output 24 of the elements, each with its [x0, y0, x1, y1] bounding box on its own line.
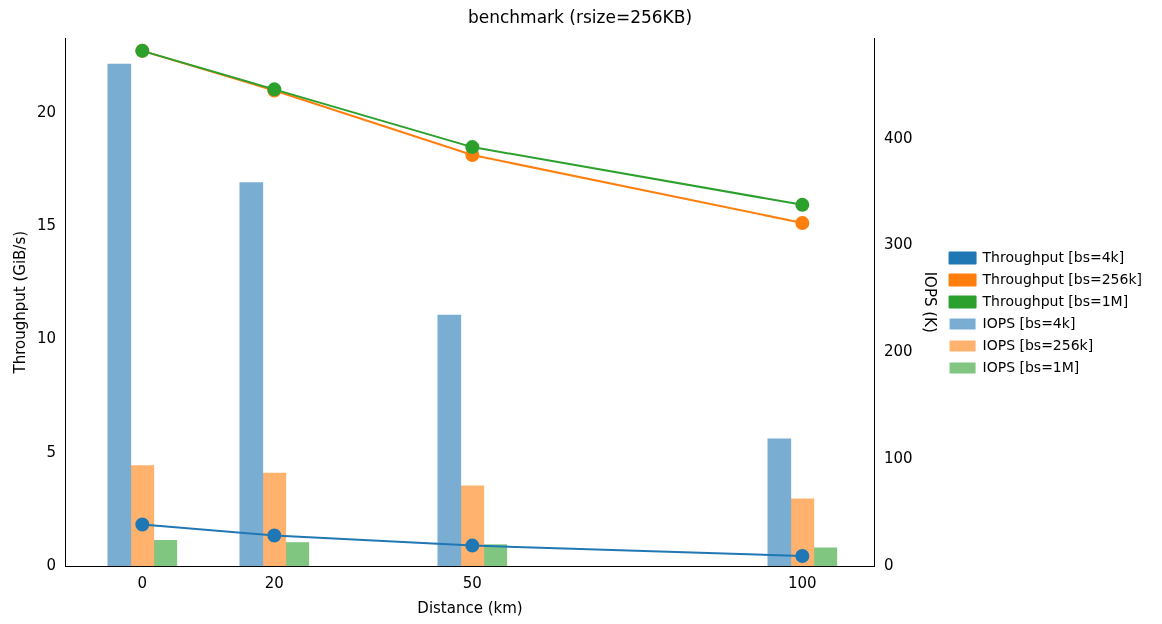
y2-tick-label: 200	[883, 342, 913, 361]
x-tick-label: 50	[462, 573, 482, 592]
x-axis-title: Distance (km)	[417, 598, 523, 617]
x-tick-label: 100	[788, 573, 817, 592]
y2-tick-label: 100	[883, 449, 913, 468]
y-tick-label: 5	[46, 442, 57, 461]
y-tick-label: 10	[36, 329, 57, 348]
legend-label: IOPS [bs=4k]	[982, 314, 1076, 331]
y-tick-label: 15	[36, 216, 57, 235]
y2-axis-title: IOPS (K)	[920, 271, 939, 333]
legend-label: Throughput [bs=1M]	[981, 292, 1129, 309]
legend-label: IOPS [bs=256k]	[982, 336, 1094, 353]
chart-title: benchmark (rsize=256KB)	[467, 6, 693, 27]
y-tick-label: 0	[46, 555, 57, 574]
legend-label: Throughput [bs=4k]	[981, 248, 1125, 265]
y2-tick-label: 0	[883, 555, 894, 574]
x-tick-label: 20	[264, 573, 284, 592]
legend-label: Throughput [bs=256k]	[981, 270, 1142, 287]
y-tick-label: 20	[36, 103, 57, 122]
legend-label: IOPS [bs=1M]	[982, 358, 1080, 375]
y-axis-title: Throughput (GiB/s)	[10, 230, 29, 375]
x-tick-label: 0	[137, 573, 148, 592]
y2-tick-label: 300	[883, 235, 913, 254]
y2-tick-label: 400	[883, 128, 913, 147]
